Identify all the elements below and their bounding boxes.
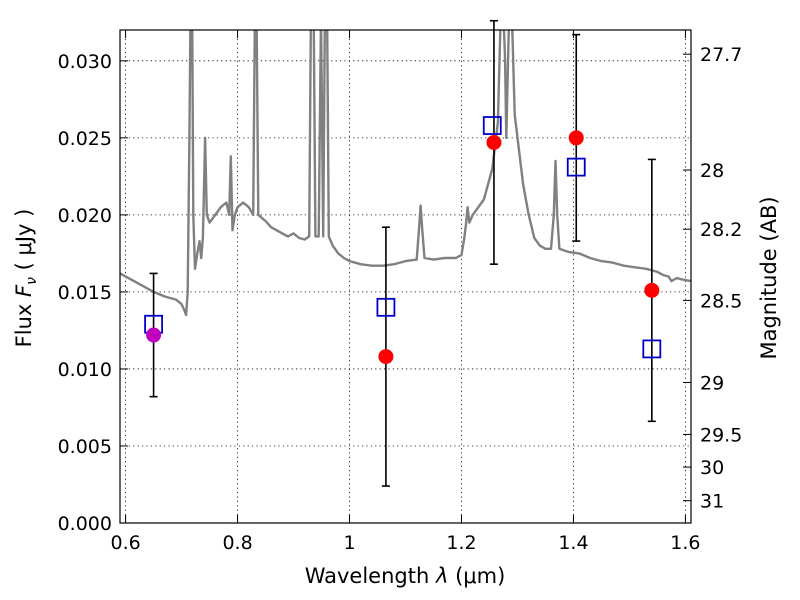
y-axis-label: Flux Fν ( μJy )	[12, 209, 40, 348]
x-tick-label: 0.8	[222, 532, 252, 554]
y-axis-label-subscript: ν	[24, 277, 40, 285]
y-tick-label: 0.000	[58, 513, 112, 535]
observed-circle-marker	[486, 134, 502, 150]
spectrum-layer	[120, 30, 691, 317]
y-axis-label-prefix: Flux	[12, 297, 36, 347]
y2-tick-label: 30	[700, 457, 724, 479]
x-tick-label: 0.6	[110, 532, 140, 554]
marker-layer	[144, 116, 662, 365]
y-tick-label: 0.010	[58, 359, 112, 381]
y2-tick-label: 28.2	[700, 219, 742, 241]
x-axis-label-lambda: λ	[435, 564, 448, 588]
observed-circle-marker	[378, 349, 394, 365]
x-tick-label: 1.4	[558, 532, 588, 554]
y-tick-label: 0.020	[58, 205, 112, 227]
axis-ticks: 0.6 0.8 1 1.2 1.4 1.6 0.000 0.005 0.010 0.015 0.02…	[58, 30, 742, 554]
x-tick-label: 1	[343, 532, 355, 554]
y2-tick-label: 31	[700, 491, 724, 513]
y-tick-label: 0.015	[58, 282, 112, 304]
x-axis-label: Wavelength λ (μm)	[305, 564, 506, 588]
observed-circle-marker	[568, 130, 584, 146]
plot-background	[120, 30, 691, 523]
model-square-marker	[642, 339, 662, 359]
model-square-marker	[566, 157, 586, 177]
y-tick-label: 0.025	[58, 128, 112, 150]
y2-tick-label: 29.5	[700, 424, 742, 446]
y-tick-label: 0.030	[58, 51, 112, 73]
observed-circle-marker	[146, 327, 162, 343]
x-axis-label-prefix: Wavelength	[305, 564, 436, 588]
y-axis-label-symbol: F	[12, 284, 36, 297]
x-axis-label-unit: (μm)	[448, 564, 505, 588]
y2-tick-label: 28	[700, 160, 724, 182]
y2-tick-label: 27.7	[700, 44, 742, 66]
plot-frame	[119, 29, 692, 524]
spectrum-line	[120, 30, 691, 317]
model-square-marker	[482, 116, 502, 135]
y2-tick-label: 28.5	[700, 290, 742, 312]
y2-axis-label: Magnitude (AB)	[757, 196, 781, 359]
observed-circle-marker	[644, 282, 660, 298]
y-tick-label: 0.005	[58, 436, 112, 458]
model-square-marker	[376, 297, 396, 317]
x-tick-label: 1.2	[446, 532, 476, 554]
y-axis-label-suffix: ( μJy )	[12, 209, 36, 277]
y2-tick-label: 29	[700, 372, 724, 394]
x-tick-label: 1.6	[670, 532, 700, 554]
